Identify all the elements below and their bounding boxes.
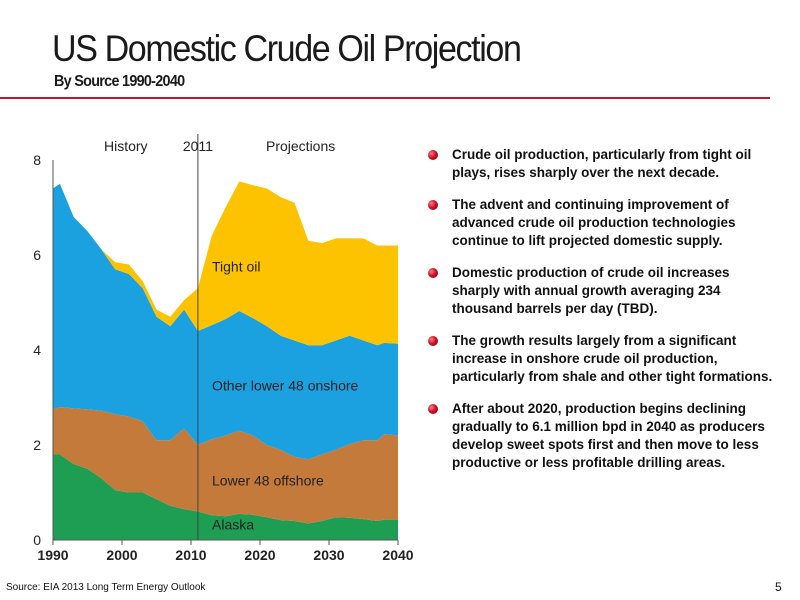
- bullet-list: Crude oil production, particularly from …: [428, 146, 773, 486]
- bullet-item: The advent and continuing improvement of…: [428, 196, 773, 250]
- stacked-area-chart: 0 2 4 6 8 1990 2000 2010 2020 2030 2040 History 20…: [33, 134, 414, 563]
- x-tick-label: 2010: [175, 547, 206, 563]
- bullet-icon: [428, 336, 438, 346]
- label-alaska: Alaska: [212, 517, 254, 533]
- area-lower-48-offshore: [53, 407, 398, 524]
- y-tick-label: 4: [33, 342, 41, 358]
- x-tick-label: 2040: [382, 547, 413, 563]
- header-2011: 2011: [183, 138, 213, 154]
- y-tick-label: 8: [33, 152, 41, 168]
- y-tick-label: 0: [33, 532, 41, 548]
- area-other-lower-48-onshore: [53, 183, 398, 460]
- bullet-text: Domestic production of crude oil increas…: [452, 265, 730, 316]
- slide-title: US Domestic Crude Oil Projection: [52, 28, 522, 69]
- bullet-icon: [428, 268, 438, 278]
- bullet-text: Crude oil production, particularly from …: [452, 147, 752, 180]
- tick-layer: 0 2 4 6 8 1990 2000 2010 2020 2030 2040: [33, 152, 414, 563]
- bullet-icon: [428, 200, 438, 210]
- header-projections: Projections: [266, 138, 335, 154]
- bullet-text: After about 2020, production begins decl…: [452, 401, 765, 470]
- area-alaska: [53, 454, 398, 540]
- x-tick-label: 1990: [37, 547, 68, 563]
- x-tick-label: 2020: [244, 547, 275, 563]
- label-tight-oil: Tight oil: [212, 259, 261, 275]
- bullet-icon: [428, 150, 438, 160]
- bullet-item: The growth results largely from a signif…: [428, 332, 773, 386]
- bullet-item: Domestic production of crude oil increas…: [428, 264, 773, 318]
- y-tick-label: 6: [33, 247, 41, 263]
- label-onshore: Other lower 48 onshore: [212, 377, 359, 393]
- label-offshore: Lower 48 offshore: [212, 472, 324, 488]
- x-tick-label: 2000: [106, 547, 137, 563]
- x-tick-label: 2030: [313, 547, 344, 563]
- bullet-text: The advent and continuing improvement of…: [452, 197, 736, 248]
- page-number: 5: [775, 580, 782, 594]
- bullet-icon: [428, 404, 438, 414]
- area-tight-oil: [53, 181, 398, 346]
- y-tick-label: 2: [33, 437, 41, 453]
- slide-subtitle: By Source 1990-2040: [54, 73, 185, 90]
- bullet-text: The growth results largely from a signif…: [452, 333, 773, 384]
- header-history: History: [104, 138, 148, 154]
- title-rule: [0, 97, 770, 99]
- source-note: Source: EIA 2013 Long Term Energy Outloo…: [6, 582, 206, 593]
- area-layer: [53, 181, 398, 540]
- bullet-item: Crude oil production, particularly from …: [428, 146, 773, 182]
- bullet-item: After about 2020, production begins decl…: [428, 400, 773, 472]
